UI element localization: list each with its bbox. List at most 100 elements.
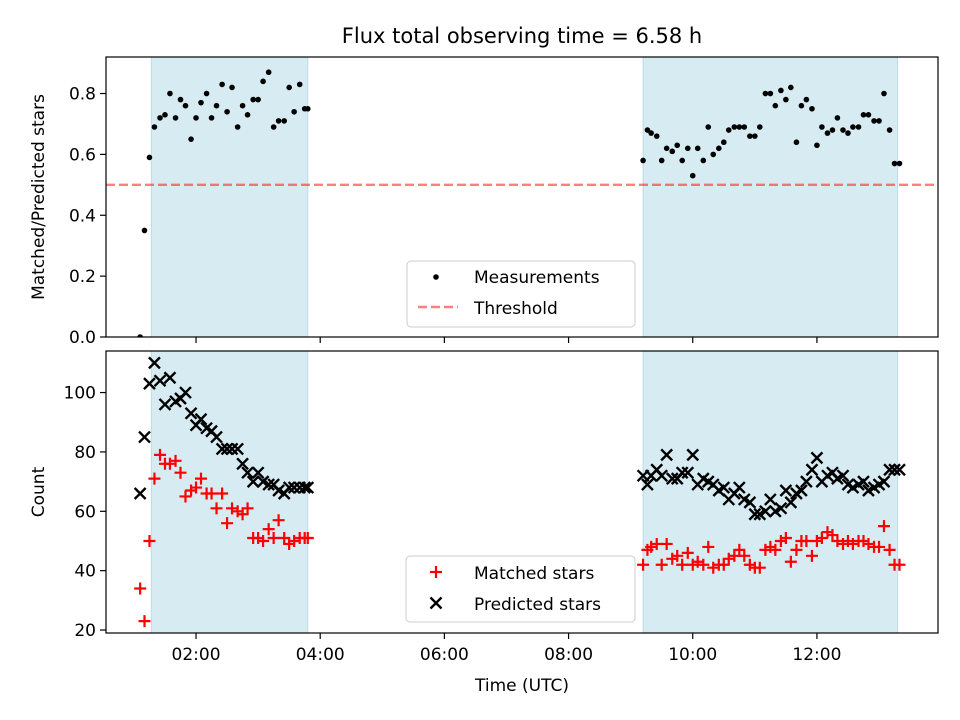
predicted-point	[220, 442, 234, 456]
predicted-point	[215, 442, 229, 456]
data-point	[640, 157, 646, 164]
data-layer	[133, 356, 906, 628]
x-tick-label: 08:00	[544, 645, 593, 665]
matched-point	[179, 490, 192, 503]
data-point	[896, 160, 903, 167]
data-point	[137, 334, 143, 337]
predicted-point	[143, 377, 156, 391]
x-tick-label: 04:00	[296, 645, 345, 665]
data-point	[229, 84, 235, 91]
matched-point	[815, 532, 828, 545]
data-point	[850, 124, 856, 130]
y-tick-label: 0.8	[69, 85, 96, 105]
data-point	[177, 96, 184, 103]
count-panel: 20 40 60 80 100 02:00 04:00 06:00 08:00 10:00 12:0…	[29, 350, 939, 696]
predicted-point	[784, 496, 798, 509]
matched-point	[262, 523, 275, 536]
data-point	[679, 157, 685, 164]
data-point	[757, 124, 763, 130]
predicted-point	[665, 472, 679, 485]
x-tick-label: 06:00	[420, 645, 469, 665]
data-point	[141, 227, 148, 234]
legend-box	[406, 260, 636, 328]
predicted-point	[888, 463, 901, 477]
predicted-point	[251, 466, 265, 480]
matched-point	[893, 558, 906, 571]
data-point	[291, 108, 297, 115]
predicted-point	[883, 463, 896, 477]
predicted-point	[184, 406, 198, 420]
data-point	[255, 96, 261, 103]
data-point	[162, 112, 168, 118]
predicted-point	[759, 504, 772, 518]
predicted-point	[717, 481, 731, 494]
predicted-point	[795, 484, 808, 497]
data-point	[208, 115, 215, 121]
matched-point	[702, 540, 715, 553]
legend-label: Predicted stars	[474, 595, 601, 615]
predicted-point	[241, 466, 254, 480]
matched-point	[637, 558, 650, 571]
matched-point	[779, 532, 792, 545]
data-point	[824, 130, 831, 136]
data-point	[793, 139, 800, 146]
data-point	[157, 115, 163, 121]
data-point	[876, 118, 882, 124]
predicted-point	[133, 487, 147, 500]
data-point	[219, 81, 225, 88]
predicted-point	[743, 496, 757, 509]
data-point	[871, 118, 877, 124]
matched-point	[174, 466, 187, 479]
matched-point	[257, 534, 270, 547]
data-point	[886, 127, 893, 133]
matched-point	[883, 543, 896, 556]
y-axis-label: Matched/Predicted stars	[29, 94, 49, 300]
data-point	[798, 102, 805, 109]
y-tick-label: 80	[74, 443, 96, 463]
y-tick-label: 20	[74, 621, 96, 641]
data-point	[265, 69, 272, 76]
data-point	[747, 133, 753, 139]
data-point	[151, 124, 158, 130]
y-tick-label: 40	[74, 562, 96, 582]
y-tick-label: 0.0	[69, 328, 96, 348]
data-point	[762, 90, 769, 97]
matched-point	[671, 549, 684, 562]
data-point	[224, 108, 230, 115]
data-point	[198, 99, 204, 106]
data-point	[772, 102, 779, 109]
data-point	[845, 130, 851, 136]
predicted-point	[236, 457, 249, 471]
matched-point	[769, 543, 782, 556]
observing-window-shade	[642, 56, 899, 338]
chart-title: Flux total observing time = 6.58 h	[342, 24, 702, 48]
data-point	[778, 87, 784, 94]
data-point	[658, 157, 665, 164]
matched-point	[134, 582, 147, 595]
data-point	[203, 90, 210, 97]
matched-point	[194, 472, 207, 485]
data-point	[689, 172, 696, 179]
data-point	[182, 102, 189, 109]
matched-point	[154, 448, 167, 461]
data-point	[286, 84, 292, 91]
matched-point	[660, 537, 673, 550]
predicted-point	[779, 484, 793, 497]
predicted-point	[179, 386, 192, 399]
predicted-point	[774, 501, 788, 515]
data-point	[855, 124, 862, 130]
data-point	[834, 115, 841, 121]
data-point	[752, 133, 758, 139]
predicted-point	[748, 507, 762, 521]
data-point	[829, 127, 836, 133]
matched-point	[676, 558, 689, 571]
data-point	[891, 160, 898, 167]
data-point	[193, 115, 199, 121]
data-point	[767, 90, 774, 97]
data-point	[700, 157, 707, 164]
data-point	[167, 90, 173, 97]
legend-label: Threshold	[473, 299, 558, 319]
axes-frame	[105, 56, 939, 338]
predicted-point	[282, 481, 296, 494]
